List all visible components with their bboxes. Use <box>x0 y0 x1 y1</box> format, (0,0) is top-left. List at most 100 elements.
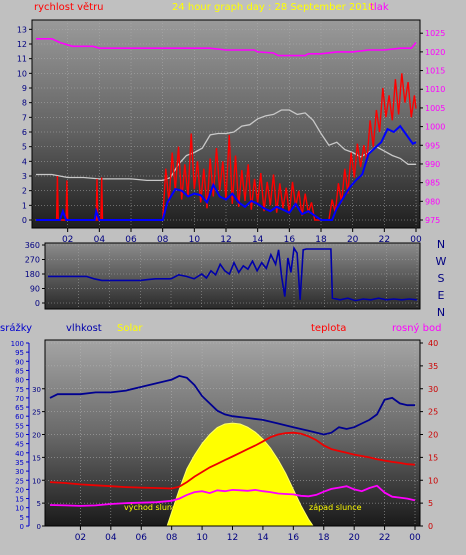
rain-y-tick-label: 40 <box>15 450 24 458</box>
rain-y-tick-label: 65 <box>15 404 24 412</box>
pressure-y-tick-label: 1015 <box>425 67 445 76</box>
direction-series <box>48 245 418 302</box>
pressure-y-tick-label: 975 <box>425 216 440 225</box>
wind-y-tick-label: 7 <box>22 113 27 122</box>
humidity-y-tick-label: 5 <box>37 500 41 508</box>
rain-y-tick-label: 60 <box>15 413 24 421</box>
x-tick-label: 02 <box>75 533 86 543</box>
chart-title: 24 hour graph day : 28 September 2018 <box>172 2 374 13</box>
temperature-y-tick-label: 35 <box>428 362 438 371</box>
wind-y-tick-label: 9 <box>22 84 27 93</box>
sunrise-annotation: východ slunce <box>124 503 181 512</box>
x-tick-label: 12 <box>227 533 238 543</box>
x-tick-label: 08 <box>157 235 169 245</box>
x-tick-label: 20 <box>348 533 360 543</box>
x-tick-label: 22 <box>379 533 390 543</box>
wind-y-tick-label: 8 <box>22 99 27 108</box>
x-tick-label: 04 <box>105 533 117 543</box>
compass-label: N <box>437 238 445 251</box>
x-tick-label: 22 <box>379 235 390 245</box>
x-tick-label: 00 <box>410 235 422 245</box>
dewpoint-axis-title: rosný bod <box>392 322 441 334</box>
direction-y-tick-label: 270 <box>25 256 40 265</box>
wind-y-tick-label: 0 <box>22 216 27 225</box>
temperature-y-tick-label: 10 <box>428 476 438 485</box>
x-tick-label: 14 <box>252 235 264 245</box>
compass-label: W <box>436 255 447 268</box>
rain-y-tick-label: 80 <box>15 377 24 385</box>
temperature-y-tick-label: 40 <box>428 339 438 348</box>
rain-y-tick-label: 95 <box>15 349 24 357</box>
x-tick-label: 10 <box>189 235 201 245</box>
rain-y-tick-label: 10 <box>15 505 24 513</box>
x-tick-label: 02 <box>62 235 73 245</box>
rain-y-tick-label: 25 <box>15 477 24 485</box>
temperature-axis-title: teplota <box>311 323 346 334</box>
series-wind-gusts-line <box>36 73 417 221</box>
series-gust-max-line <box>36 109 416 182</box>
wind-y-tick-label: 12 <box>17 40 27 49</box>
x-tick-label: 20 <box>347 235 359 245</box>
wind-y-tick-label: 4 <box>22 157 27 166</box>
direction-y-tick-label: 360 <box>25 241 40 250</box>
x-tick-label: 12 <box>220 235 231 245</box>
x-tick-label: 18 <box>315 235 327 245</box>
temperature-y-tick-label: 20 <box>428 431 438 440</box>
wind-y-tick-label: 10 <box>17 69 27 78</box>
sunset-annotation: západ slunce <box>309 503 362 512</box>
direction-y-tick-label: 0 <box>35 299 40 308</box>
temp-series <box>49 374 416 527</box>
rain-y-tick-label: 0 <box>20 523 24 531</box>
pressure-y-tick-label: 990 <box>425 160 440 169</box>
pressure-y-tick-label: 1000 <box>425 123 445 132</box>
humidity-y-tick-label: 10 <box>32 477 41 485</box>
series-temperature-line <box>49 431 416 490</box>
pressure-y-tick-label: 1020 <box>425 48 445 57</box>
series-wind-average-line <box>36 124 417 221</box>
series-solar-area <box>166 422 315 527</box>
rain-y-tick-label: 15 <box>15 496 24 504</box>
humidity-axis-title: vlhkost <box>66 323 102 334</box>
pressure-y-tick-label: 985 <box>425 179 440 188</box>
x-tick-label: 14 <box>257 533 269 543</box>
rain-y-tick-label: 85 <box>15 367 24 375</box>
temp-axes: 0510152025303540455055606570758085909510… <box>11 339 439 543</box>
pressure-axis-title: tlak <box>370 2 389 13</box>
rain-y-tick-label: 90 <box>15 358 24 366</box>
direction-y-tick-label: 90 <box>30 285 40 294</box>
pressure-y-tick-label: 1025 <box>425 29 445 38</box>
rain-y-tick-label: 5 <box>20 514 24 522</box>
wind-y-tick-label: 2 <box>22 187 27 196</box>
series-humidity-line <box>49 374 415 436</box>
x-tick-label: 04 <box>94 235 106 245</box>
pressure-y-tick-label: 1005 <box>425 104 445 113</box>
humidity-y-tick-label: 30 <box>32 386 41 394</box>
pressure-y-tick-label: 980 <box>425 197 440 206</box>
x-tick-label: 06 <box>125 235 137 245</box>
rain-y-tick-label: 35 <box>15 459 24 467</box>
rain-y-tick-label: 100 <box>11 340 24 348</box>
humidity-temperature-chart: 0510152025303540455055606570758085909510… <box>0 322 441 543</box>
compass-label: N <box>437 306 445 319</box>
x-tick-label: 16 <box>288 533 300 543</box>
rain-y-tick-label: 20 <box>15 486 24 494</box>
series-dewpoint-line <box>49 484 416 507</box>
temperature-y-tick-label: 5 <box>428 499 433 508</box>
x-tick-label: 18 <box>318 533 330 543</box>
pressure-y-tick-label: 1010 <box>425 85 445 94</box>
series-wind-direction-line <box>48 245 418 302</box>
solar-legend-label: Solar <box>117 323 143 334</box>
wind-series <box>36 38 417 221</box>
wind-y-tick-label: 5 <box>22 143 27 152</box>
compass-label: S <box>438 272 445 285</box>
rain-y-tick-label: 50 <box>15 432 24 440</box>
temperature-y-tick-label: 25 <box>428 408 438 417</box>
rain-y-tick-label: 45 <box>15 441 24 449</box>
wind-speed-axis-title: rychlost větru <box>34 1 104 13</box>
wind-y-tick-label: 1 <box>22 201 27 210</box>
humidity-y-tick-label: 15 <box>32 454 41 462</box>
rain-axis-title: srážky <box>0 322 32 334</box>
direction-grid <box>45 243 420 309</box>
